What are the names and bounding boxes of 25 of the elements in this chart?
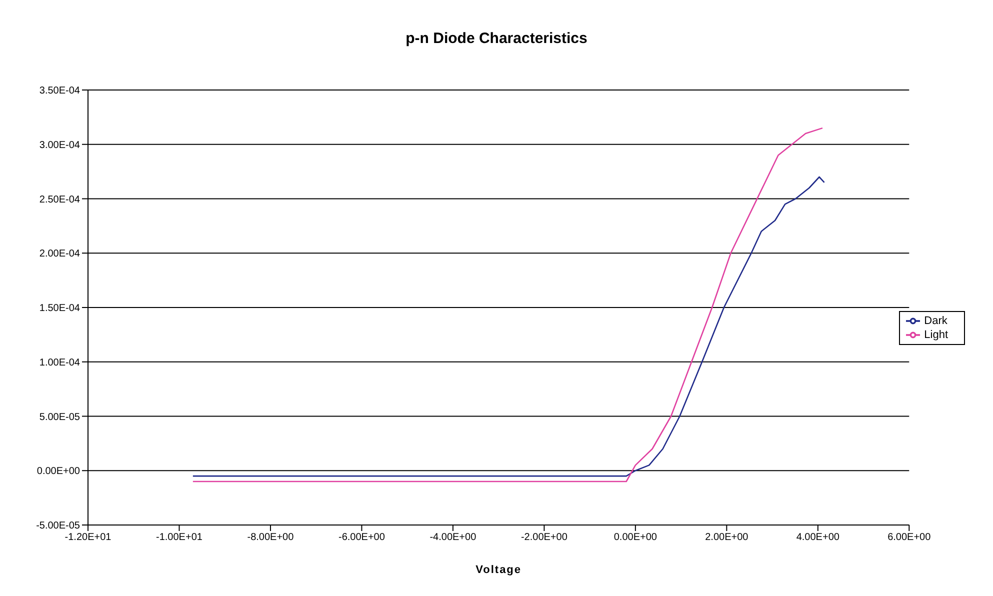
y-tick-label: 3.50E-04 xyxy=(39,86,80,97)
y-tick-label: 1.50E-04 xyxy=(39,303,80,314)
y-tick-label: -5.00E-05 xyxy=(36,520,80,532)
y-tick-label: 1.00E-04 xyxy=(39,357,80,368)
y-tick-label: 5.00E-05 xyxy=(39,412,80,423)
x-tick-label: 2.00E+00 xyxy=(705,532,749,544)
y-tick-label: 0.00E+00 xyxy=(36,466,80,478)
y-tick-label: 3.00E-04 xyxy=(39,140,80,151)
x-tick-label: 0.00E+00 xyxy=(614,532,658,544)
line-series xyxy=(192,127,824,482)
x-tick-label: -1.00E+01 xyxy=(156,532,203,544)
x-tick-label: -2.00E+00 xyxy=(520,532,568,544)
x-tick-label: 4.00E+00 xyxy=(796,532,840,544)
legend-label: Dark xyxy=(924,314,948,326)
x-tick-label: -1.20E+01 xyxy=(64,532,112,544)
x-tick-label: -6.00E+00 xyxy=(338,532,386,544)
y-tick-label: 2.00E-04 xyxy=(39,248,80,260)
x-tick-label: -4.00E+00 xyxy=(430,532,477,544)
line-series xyxy=(192,176,825,477)
chart-title: p-n Diode Characteristics xyxy=(404,29,588,49)
y-tick-label: 2.50E-04 xyxy=(39,194,80,206)
legend-label: Light xyxy=(924,328,948,340)
x-tick-label: -8.00E+00 xyxy=(247,532,294,544)
x-tick-label: 6.00E+00 xyxy=(888,532,932,544)
x-axis-title: Voltage xyxy=(476,564,522,576)
